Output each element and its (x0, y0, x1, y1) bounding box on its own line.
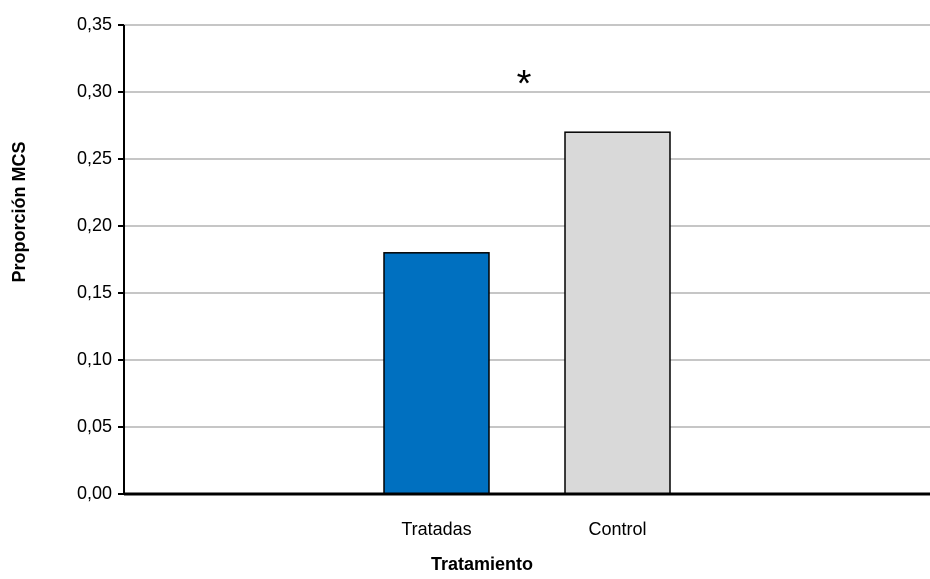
y-tick-label: 0,25 (77, 148, 112, 168)
x-tick-label: Tratadas (401, 519, 471, 539)
y-tick-label: 0,05 (77, 416, 112, 436)
y-tick-label: 0,20 (77, 215, 112, 235)
y-tick-label: 0,30 (77, 81, 112, 101)
y-tick-label: 0,35 (77, 14, 112, 34)
y-tick-label: 0,00 (77, 483, 112, 503)
x-tick-label: Control (588, 519, 646, 539)
bar (383, 252, 490, 495)
y-axis-title: Proporción MCS (9, 141, 29, 282)
bar (564, 131, 671, 495)
y-tick-label: 0,15 (77, 282, 112, 302)
y-tick-label: 0,10 (77, 349, 112, 369)
x-axis-title: Tratamiento (431, 554, 533, 574)
annotation: * (517, 63, 532, 105)
